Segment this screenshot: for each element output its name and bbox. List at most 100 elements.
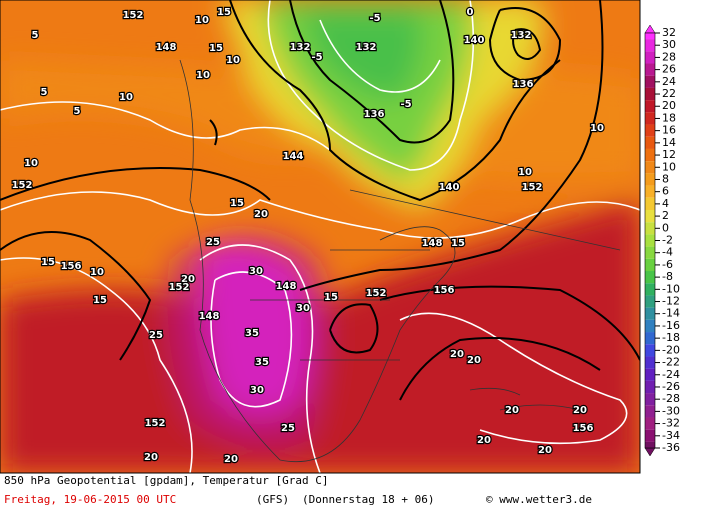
contour-label: 20: [254, 209, 268, 220]
colorbar-swatch: [645, 246, 655, 259]
contour-label: 152: [145, 418, 166, 429]
contour-label: 15: [324, 292, 338, 303]
colorbar-swatch: [645, 124, 655, 137]
contour-label: 148: [156, 42, 177, 53]
colorbar-label: 10: [662, 160, 676, 173]
contour-label: -5: [369, 13, 380, 24]
isotherms: [0, 0, 640, 473]
contour-label: 30: [296, 303, 310, 314]
contour-label: 25: [149, 330, 163, 341]
colorbar-swatch: [645, 33, 655, 40]
colorbar-swatch: [645, 100, 655, 113]
colorbar-label: -20: [662, 343, 680, 356]
colorbar-label: 26: [662, 63, 676, 76]
contour-label: 156: [573, 423, 594, 434]
colorbar-label: -22: [662, 356, 680, 369]
colorbar-swatch: [645, 173, 655, 186]
contour-label: 136: [364, 109, 385, 120]
colorbar-swatch: [645, 87, 655, 101]
contour-label: 10: [195, 15, 209, 26]
colorbar-label: 16: [662, 124, 676, 137]
contour-label: 20: [467, 355, 481, 366]
contour-label: 15: [217, 7, 231, 18]
colorbar-label: -12: [662, 295, 680, 308]
contour-label: 132: [356, 42, 377, 53]
contour-label: 152: [366, 288, 387, 299]
contour-label: 5: [74, 106, 81, 117]
colorbar-label: 28: [662, 50, 676, 63]
contour-label: 148: [199, 311, 220, 322]
colorbar-label: -30: [662, 404, 680, 417]
colorbar-label: -24: [662, 368, 680, 381]
contour-label: 148: [276, 281, 297, 292]
colorbar-label: 32: [662, 26, 676, 39]
coastlines: [179, 59, 621, 463]
contour-label: 152: [522, 182, 543, 193]
contour-label: 132: [511, 30, 532, 41]
contour-label: 15: [209, 43, 223, 54]
colorbar-swatch: [645, 63, 655, 76]
contour-label: 5: [32, 30, 39, 41]
colorbar-label: -10: [662, 282, 680, 295]
colorbar-label: -4: [662, 246, 673, 259]
contour-label: 35: [255, 357, 269, 368]
footer-run: (Donnerstag 18 + 06): [302, 493, 434, 506]
contour-label: 20: [538, 445, 552, 456]
height-contours: [0, 0, 640, 401]
colorbar-swatch: [645, 441, 655, 448]
colorbar-swatch: [645, 356, 655, 369]
colorbar-swatch: [645, 234, 655, 247]
colorbar-swatch: [645, 393, 655, 406]
colorbar-label: 12: [662, 148, 676, 161]
footer-credit: © www.wetter3.de: [486, 493, 592, 506]
contour-label: 132: [290, 42, 311, 53]
colorbar-swatch: [645, 258, 655, 272]
colorbar-swatch: [645, 307, 655, 320]
contour-label: 35: [245, 328, 259, 339]
colorbar-frame: [644, 32, 656, 449]
colorbar-label: -2: [662, 234, 673, 247]
contour-label: -5: [311, 52, 322, 63]
colorbar-cap: [644, 24, 656, 34]
colorbar-label: -36: [662, 441, 680, 454]
contour-label: 10: [518, 167, 532, 178]
contour-label: 20: [181, 274, 195, 285]
colorbar-label: 6: [662, 185, 669, 198]
contour-label: 140: [439, 182, 460, 193]
colorbar-swatch: [645, 283, 655, 296]
contour-label: 10: [590, 123, 604, 134]
colorbar-label: -18: [662, 331, 680, 344]
footer-title: 850 hPa Geopotential [gpdam], Temperatur…: [4, 474, 329, 487]
contour-label: 152: [12, 180, 33, 191]
colorbar-swatch: [645, 209, 655, 223]
contour-label: 20: [573, 405, 587, 416]
contour-label: 15: [93, 295, 107, 306]
contour-label: 20: [477, 435, 491, 446]
colorbar-swatch: [645, 368, 655, 381]
contour-label: 10: [90, 267, 104, 278]
colorbar-label: -6: [662, 258, 673, 271]
colorbar-swatch: [645, 271, 655, 284]
colorbar-label: 4: [662, 197, 669, 210]
colorbar-label: 24: [662, 75, 676, 88]
colorbar-label: 30: [662, 38, 676, 51]
contour-label: 156: [61, 261, 82, 272]
colorbar-swatch: [645, 319, 655, 333]
contour-label: 15: [41, 257, 55, 268]
colorbar-label: -26: [662, 380, 680, 393]
colorbar-label: -32: [662, 417, 680, 430]
colorbar-swatch: [645, 148, 655, 162]
contour-label: 140: [464, 35, 485, 46]
colorbar-swatch: [645, 197, 655, 210]
contour-label: 156: [434, 285, 455, 296]
colorbar-cap: [644, 447, 656, 457]
contour-label: 10: [196, 70, 210, 81]
colorbar-label: 14: [662, 136, 676, 149]
colorbar-label: -28: [662, 392, 680, 405]
contour-label: 20: [224, 454, 238, 465]
footer-model: (GFS): [256, 493, 289, 506]
colorbar-swatch: [645, 51, 655, 64]
colorbar-swatch: [645, 295, 655, 308]
colorbar-label: -34: [662, 429, 680, 442]
